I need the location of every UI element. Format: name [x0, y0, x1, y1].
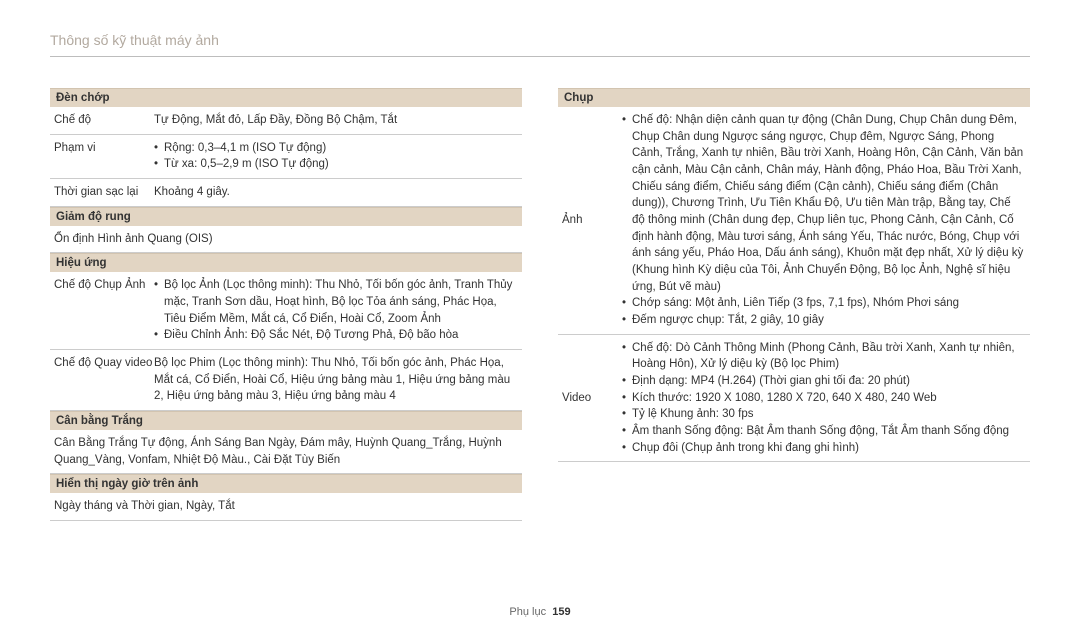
flash-range-wide: Rộng: 0,3–4,1 m (ISO Tự động): [154, 140, 518, 157]
shoot-photo-b1: Chế độ: Nhận diện cảnh quan tự động (Châ…: [622, 112, 1026, 295]
flash-mode-row: Chế độ Tự Động, Mắt đỏ, Lấp Đầy, Đồng Bộ…: [50, 107, 522, 135]
section-date-header: Hiển thị ngày giờ trên ảnh: [50, 474, 522, 493]
title-rule: [50, 56, 1030, 57]
content-columns: Đèn chớp Chế độ Tự Động, Mắt đỏ, Lấp Đầy…: [50, 88, 1030, 521]
flash-range-label: Phạm vi: [54, 140, 154, 173]
shoot-photo-value: Chế độ: Nhận diện cảnh quan tự động (Châ…: [622, 112, 1026, 329]
footer-label: Phụ lục: [509, 606, 546, 618]
shoot-video-b5: Âm thanh Sống động: Bật Âm thanh Sống độ…: [622, 423, 1026, 440]
shoot-photo-label: Ảnh: [562, 112, 622, 329]
section-is-header: Giảm độ rung: [50, 207, 522, 226]
flash-recharge-label: Thời gian sạc lại: [54, 184, 154, 201]
page-footer: Phụ lục 159: [0, 606, 1080, 618]
effect-photo-row: Chế độ Chụp Ảnh Bộ lọc Ảnh (Lọc thông mi…: [50, 272, 522, 350]
shoot-video-label: Video: [562, 340, 622, 457]
effect-video-row: Chế độ Quay video Bộ lọc Phim (Lọc thông…: [50, 350, 522, 411]
shoot-video-b3: Kích thước: 1920 X 1080, 1280 X 720, 640…: [622, 390, 1026, 407]
shoot-photo-b3: Đếm ngược chụp: Tắt, 2 giây, 10 giây: [622, 312, 1026, 329]
right-column: Chụp Ảnh Chế độ: Nhận diện cảnh quan tự …: [558, 88, 1030, 521]
section-flash-header: Đèn chớp: [50, 88, 522, 107]
page-title: Thông số kỹ thuật máy ảnh: [50, 32, 219, 48]
shoot-video-b6: Chụp đôi (Chụp ảnh trong khi đang ghi hì…: [622, 440, 1026, 457]
wb-value: Cân Bằng Trắng Tự động, Ánh Sáng Ban Ngà…: [50, 430, 522, 474]
effect-photo-value: Bộ lọc Ảnh (Lọc thông minh): Thu Nhỏ, Tố…: [154, 277, 518, 344]
effect-photo-b2: Điều Chỉnh Ảnh: Độ Sắc Nét, Độ Tương Phả…: [154, 327, 518, 344]
shoot-photo-row: Ảnh Chế độ: Nhận diện cảnh quan tự động …: [558, 107, 1030, 335]
effect-video-label: Chế độ Quay video: [54, 355, 154, 405]
flash-mode-label: Chế độ: [54, 112, 154, 129]
flash-range-value: Rộng: 0,3–4,1 m (ISO Tự động) Từ xa: 0,5…: [154, 140, 518, 173]
shoot-video-b4: Tỷ lệ Khung ảnh: 30 fps: [622, 406, 1026, 423]
section-shoot-header: Chụp: [558, 88, 1030, 107]
shoot-video-value: Chế độ: Dò Cảnh Thông Minh (Phong Cảnh, …: [622, 340, 1026, 457]
section-effect-header: Hiệu ứng: [50, 253, 522, 272]
flash-range-tele: Từ xa: 0,5–2,9 m (ISO Tự động): [154, 156, 518, 173]
shoot-video-row: Video Chế độ: Dò Cảnh Thông Minh (Phong …: [558, 335, 1030, 463]
is-value: Ổn định Hình ảnh Quang (OIS): [50, 226, 522, 254]
page-number: 159: [552, 606, 570, 618]
effect-photo-b1: Bộ lọc Ảnh (Lọc thông minh): Thu Nhỏ, Tố…: [154, 277, 518, 327]
effect-video-value: Bộ lọc Phim (Lọc thông minh): Thu Nhỏ, T…: [154, 355, 518, 405]
flash-mode-value: Tự Động, Mắt đỏ, Lấp Đầy, Đồng Bộ Chậm, …: [154, 112, 518, 129]
date-value: Ngày tháng và Thời gian, Ngày, Tắt: [50, 493, 522, 521]
section-wb-header: Cân bằng Trắng: [50, 411, 522, 430]
shoot-video-b2: Định dạng: MP4 (H.264) (Thời gian ghi tố…: [622, 373, 1026, 390]
flash-recharge-value: Khoảng 4 giây.: [154, 184, 518, 201]
shoot-video-b1: Chế độ: Dò Cảnh Thông Minh (Phong Cảnh, …: [622, 340, 1026, 373]
flash-range-row: Phạm vi Rộng: 0,3–4,1 m (ISO Tự động) Từ…: [50, 135, 522, 179]
left-column: Đèn chớp Chế độ Tự Động, Mắt đỏ, Lấp Đầy…: [50, 88, 522, 521]
flash-recharge-row: Thời gian sạc lại Khoảng 4 giây.: [50, 179, 522, 207]
effect-photo-label: Chế độ Chụp Ảnh: [54, 277, 154, 344]
shoot-photo-b2: Chớp sáng: Một ảnh, Liên Tiếp (3 fps, 7,…: [622, 295, 1026, 312]
